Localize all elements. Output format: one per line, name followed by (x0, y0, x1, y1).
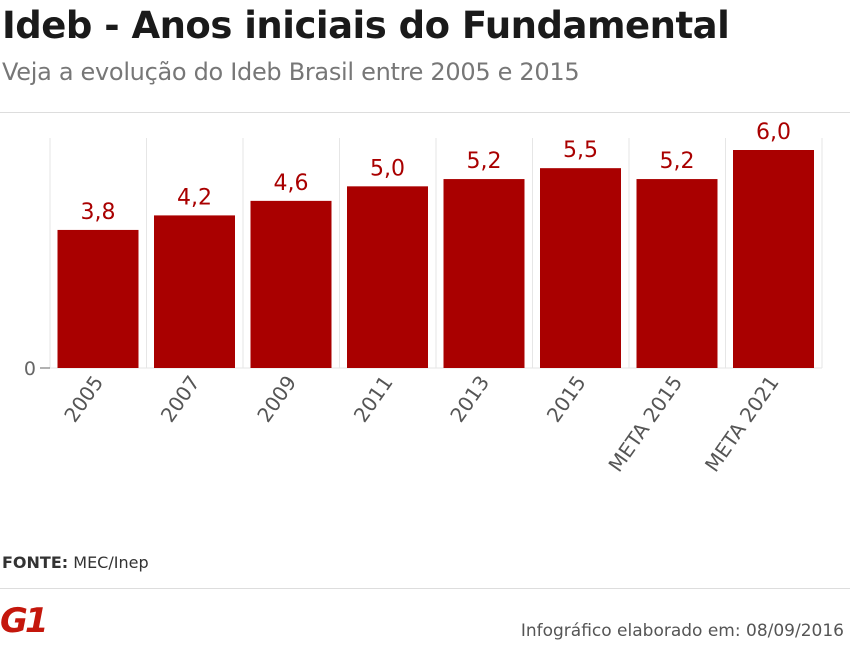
x-tick-label: 2011 (349, 371, 398, 426)
x-tick-label: 2009 (252, 371, 301, 426)
source-note: FONTE: MEC/Inep (2, 553, 149, 572)
credit-note: Infográfico elaborado em: 08/09/2016 (520, 621, 844, 641)
g1-logo: G1 (0, 601, 49, 641)
bar-value-label: 3,8 (81, 200, 116, 225)
bar-value-label: 5,2 (467, 149, 502, 174)
source-label: FONTE: (2, 553, 69, 572)
bar-value-label: 4,2 (177, 185, 212, 210)
x-tick-label: META 2021 (700, 371, 784, 476)
bar (443, 179, 525, 368)
bar-value-label: 5,5 (563, 138, 598, 163)
bar (636, 179, 718, 368)
bar (154, 215, 235, 368)
bar (250, 200, 332, 368)
y-tick-label: 0 (24, 358, 36, 380)
chart-title: Ideb - Anos iniciais do Fundamental (2, 4, 730, 47)
x-tick-label: 2013 (445, 371, 494, 426)
bar-chart: 0 3,8 2005 4,2 2007 4,6 2009 5,0 2011 5,2 2013 5,5 2… (24, 120, 823, 476)
x-tick-label: 2007 (156, 371, 205, 426)
bottom-divider (0, 588, 850, 589)
x-tick-label: 2015 (542, 371, 591, 426)
source-value: MEC/Inep (73, 553, 149, 572)
bar (540, 168, 621, 368)
bar-value-label: 5,2 (660, 149, 695, 174)
x-tick-label: META 2015 (603, 371, 687, 476)
top-divider (0, 112, 850, 113)
bar-value-label: 4,6 (274, 171, 309, 196)
bar-value-label: 5,0 (370, 156, 405, 181)
bar (57, 229, 139, 368)
chart-subtitle: Veja a evolução do Ideb Brasil entre 200… (2, 58, 580, 86)
bar (347, 186, 428, 368)
bar (733, 150, 814, 368)
x-tick-label: 2005 (59, 371, 108, 426)
bar-value-label: 6,0 (756, 120, 791, 145)
